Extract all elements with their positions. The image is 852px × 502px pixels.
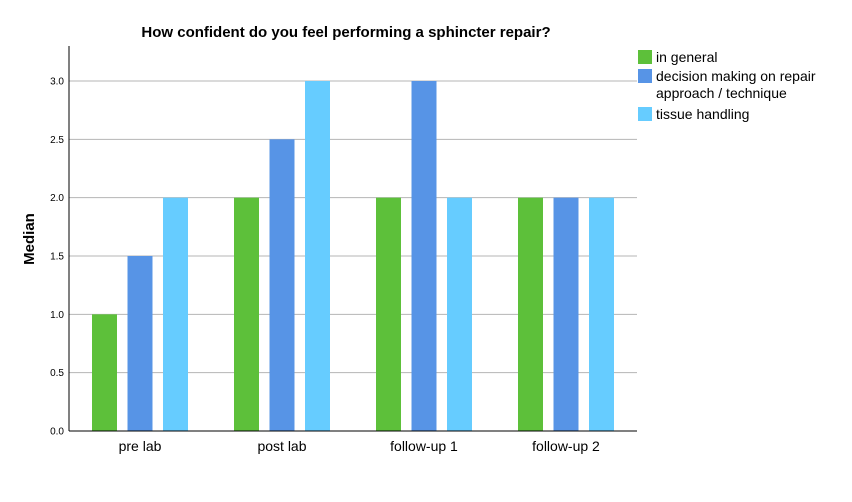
bar (269, 139, 295, 432)
y-tick-label: 1.5 (50, 252, 64, 263)
bar (411, 81, 437, 431)
grid-lines (69, 80, 637, 374)
bar (92, 314, 117, 431)
x-tick-label: follow-up 1 (390, 438, 458, 454)
y-tick-label: 0.0 (50, 427, 64, 438)
legend-swatch (638, 107, 652, 121)
bar (305, 81, 330, 431)
bar (447, 197, 472, 431)
bar (127, 256, 153, 431)
legend-label: tissue handling (656, 106, 749, 122)
legend-swatch (638, 50, 652, 64)
bar (376, 197, 401, 431)
x-tick-label: pre lab (119, 438, 162, 454)
x-tick-label: post lab (257, 438, 306, 454)
y-tick-label: 1.0 (50, 310, 64, 321)
axes (68, 46, 637, 432)
legend-swatch (638, 69, 652, 83)
legend-label: decision making on repair (656, 68, 816, 84)
y-tick-label: 2.5 (50, 135, 64, 146)
x-tick-label: follow-up 2 (532, 438, 600, 454)
bars (92, 81, 614, 432)
legend-label: in general (656, 49, 718, 65)
chart-title: How confident do you feel performing a s… (141, 24, 550, 41)
y-tick-label: 2.0 (50, 193, 64, 204)
legend: in general decision making on repairappro… (638, 49, 816, 122)
legend-label: approach / technique (656, 85, 787, 101)
y-ticks: 0.0 0.5 1.0 1.5 2.0 2.5 3.0 (50, 77, 64, 438)
y-axis-label: Median (21, 213, 38, 265)
bar (553, 197, 579, 431)
bar (234, 197, 259, 431)
y-tick-label: 3.0 (50, 77, 64, 88)
bar (163, 197, 188, 431)
bar (589, 197, 614, 431)
y-tick-label: 0.5 (50, 368, 64, 379)
bar (518, 197, 543, 431)
x-ticks: pre lab post lab follow-up 1 follow-up 2 (119, 438, 600, 454)
